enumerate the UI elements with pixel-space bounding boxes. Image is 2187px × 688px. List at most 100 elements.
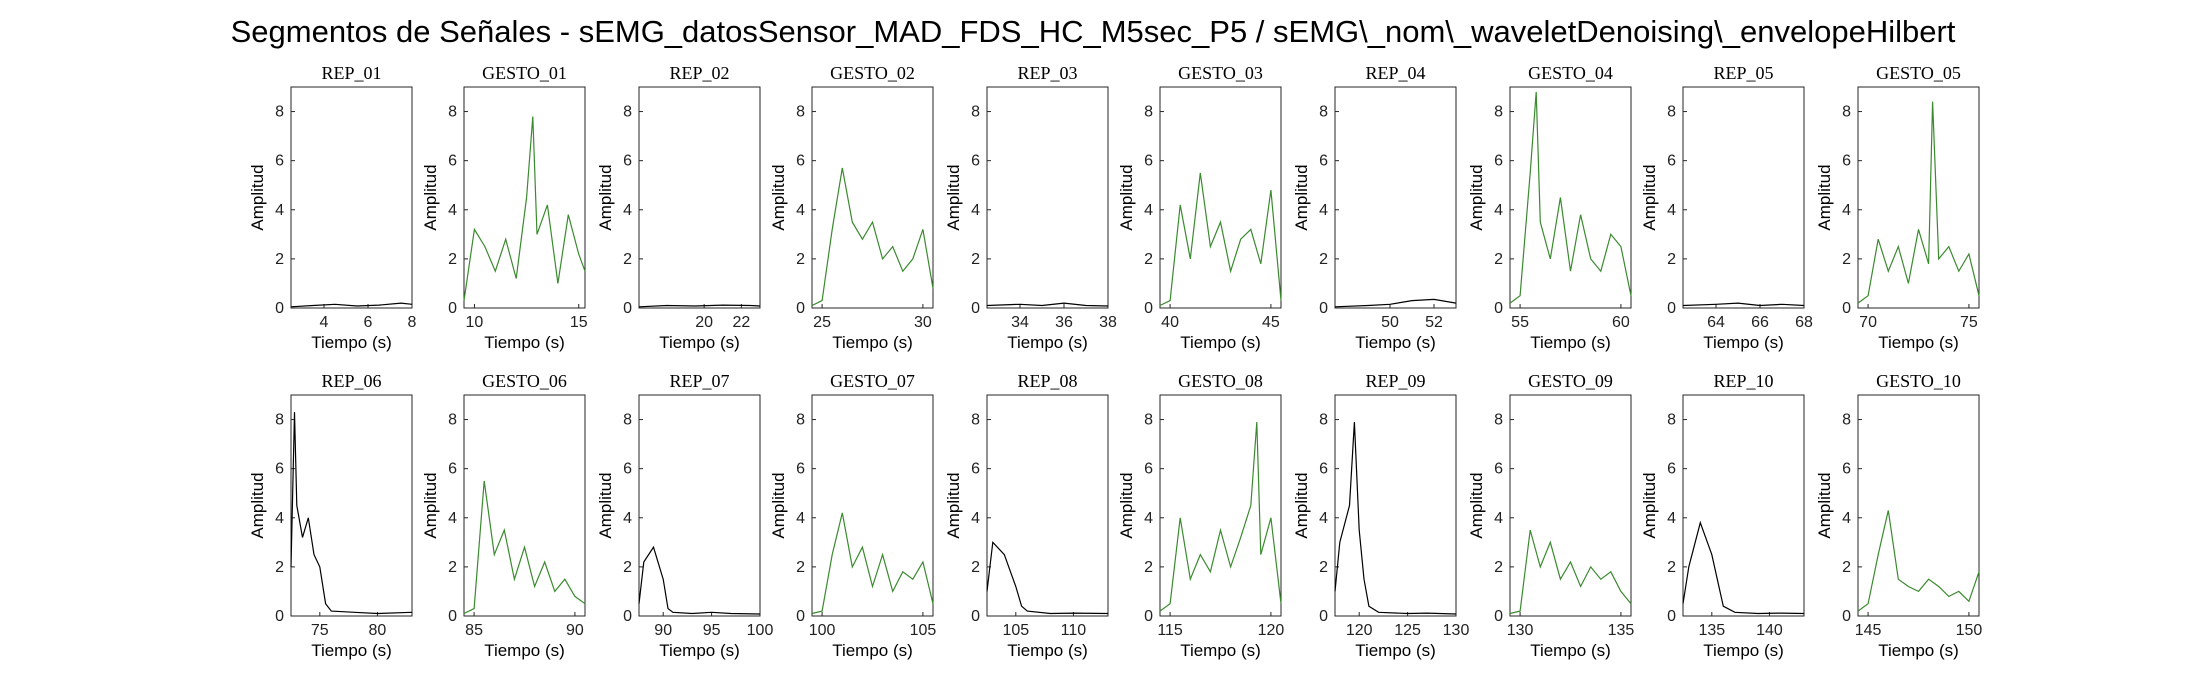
- y-tick-label: 8: [1494, 104, 1503, 121]
- x-tick-label: 34: [1011, 314, 1029, 331]
- axes-box: [1857, 394, 1980, 617]
- x-tick-label: 50: [1381, 314, 1399, 331]
- y-axis-label: Amplitud: [944, 472, 963, 538]
- y-tick-label: 2: [275, 559, 284, 576]
- subplot-gesto-09: GESTO_09 0 2 4 6 8 130 135 Tiempo (s) Amplitud: [1467, 371, 1634, 660]
- y-tick-label: 0: [275, 608, 284, 625]
- subplot-title: GESTO_10: [1876, 371, 1961, 391]
- figure-title: Segmentos de Señales - sEMG_datosSensor_…: [231, 14, 1956, 49]
- y-tick-label: 8: [1494, 412, 1503, 429]
- x-tick-label: 60: [1612, 314, 1630, 331]
- y-tick-label: 0: [448, 608, 457, 625]
- x-axis-label: Tiempo (s): [1355, 333, 1436, 352]
- y-tick-label: 6: [1144, 461, 1153, 478]
- x-axis-label: Tiempo (s): [1007, 641, 1088, 660]
- y-tick-label: 2: [1319, 559, 1328, 576]
- x-tick-label: 22: [732, 314, 750, 331]
- signal-line-gesto: [1857, 101, 1980, 304]
- y-tick-label: 6: [971, 461, 980, 478]
- y-axis-label: Amplitud: [248, 164, 267, 230]
- subplot-title: GESTO_07: [830, 371, 915, 391]
- y-tick-label: 6: [796, 153, 805, 170]
- axes-box: [1857, 86, 1980, 309]
- y-tick-label: 8: [1842, 104, 1851, 121]
- signal-line-rep: [1334, 298, 1457, 308]
- y-tick-label: 0: [1667, 300, 1676, 317]
- y-axis-label: Amplitud: [421, 164, 440, 230]
- y-tick-label: 4: [1667, 202, 1676, 219]
- x-tick-label: 110: [1061, 622, 1087, 639]
- x-tick-label: 85: [465, 622, 483, 639]
- x-tick-label: 45: [1262, 314, 1280, 331]
- y-tick-label: 4: [1144, 510, 1153, 527]
- y-axis-label: Amplitud: [1117, 472, 1136, 538]
- y-tick-label: 6: [448, 461, 457, 478]
- subplot-title: REP_06: [321, 371, 381, 391]
- subplot-title: REP_05: [1713, 63, 1773, 83]
- x-axis-label: Tiempo (s): [484, 333, 565, 352]
- y-tick-label: 8: [971, 104, 980, 121]
- y-tick-label: 4: [275, 202, 284, 219]
- y-tick-label: 6: [448, 153, 457, 170]
- y-tick-label: 2: [1144, 251, 1153, 268]
- x-tick-label: 30: [914, 314, 932, 331]
- x-tick-label: 90: [566, 622, 584, 639]
- y-tick-label: 6: [796, 461, 805, 478]
- axes-box: [986, 86, 1109, 309]
- axes-box: [463, 86, 586, 309]
- y-tick-label: 4: [1842, 510, 1851, 527]
- x-tick-label: 140: [1756, 622, 1783, 639]
- subplot-title: REP_01: [321, 63, 381, 83]
- subplot-gesto-07: GESTO_07 0 2 4 6 8 100 105 Tiempo (s) Amplitud: [769, 371, 936, 660]
- signal-line-gesto: [1159, 172, 1282, 307]
- y-tick-label: 8: [275, 412, 284, 429]
- signal-line-rep: [1682, 302, 1805, 307]
- x-axis-label: Tiempo (s): [1703, 641, 1784, 660]
- y-tick-label: 2: [448, 251, 457, 268]
- axes-box: [1159, 86, 1282, 309]
- x-tick-label: 64: [1707, 314, 1725, 331]
- y-tick-label: 6: [1494, 153, 1503, 170]
- y-tick-label: 8: [1319, 412, 1328, 429]
- x-tick-label: 36: [1055, 314, 1073, 331]
- x-axis-label: Tiempo (s): [311, 333, 392, 352]
- y-tick-label: 6: [1842, 461, 1851, 478]
- axes-box: [638, 86, 761, 309]
- y-tick-label: 0: [275, 300, 284, 317]
- subplot-rep-07: REP_07 0 2 4 6 8 90 95 100 Tiempo (s) Amplitud: [596, 371, 773, 660]
- y-tick-label: 6: [1667, 461, 1676, 478]
- y-axis-label: Amplitud: [769, 164, 788, 230]
- y-tick-label: 4: [1494, 510, 1503, 527]
- y-axis-label: Amplitud: [1815, 472, 1834, 538]
- axes-box: [811, 394, 934, 617]
- y-tick-label: 4: [1144, 202, 1153, 219]
- x-tick-label: 145: [1855, 622, 1882, 639]
- axes-box: [1334, 394, 1457, 617]
- signal-line-rep: [638, 545, 761, 615]
- y-tick-label: 8: [623, 104, 632, 121]
- y-tick-label: 0: [1144, 608, 1153, 625]
- y-tick-label: 0: [623, 608, 632, 625]
- y-tick-label: 0: [1842, 608, 1851, 625]
- y-tick-label: 8: [448, 104, 457, 121]
- x-tick-label: 8: [408, 314, 417, 331]
- y-tick-label: 0: [1494, 300, 1503, 317]
- y-tick-label: 4: [1667, 510, 1676, 527]
- y-tick-label: 6: [1494, 461, 1503, 478]
- x-tick-label: 90: [654, 622, 672, 639]
- y-tick-label: 4: [623, 510, 632, 527]
- y-tick-label: 2: [1494, 251, 1503, 268]
- axes-box: [986, 394, 1109, 617]
- y-tick-label: 6: [1319, 461, 1328, 478]
- y-axis-label: Amplitud: [1467, 164, 1486, 230]
- subplot-title: REP_09: [1365, 371, 1425, 391]
- subplot-title: GESTO_06: [482, 371, 567, 391]
- y-axis-label: Amplitud: [248, 472, 267, 538]
- y-tick-label: 2: [1667, 251, 1676, 268]
- x-tick-label: 40: [1161, 314, 1179, 331]
